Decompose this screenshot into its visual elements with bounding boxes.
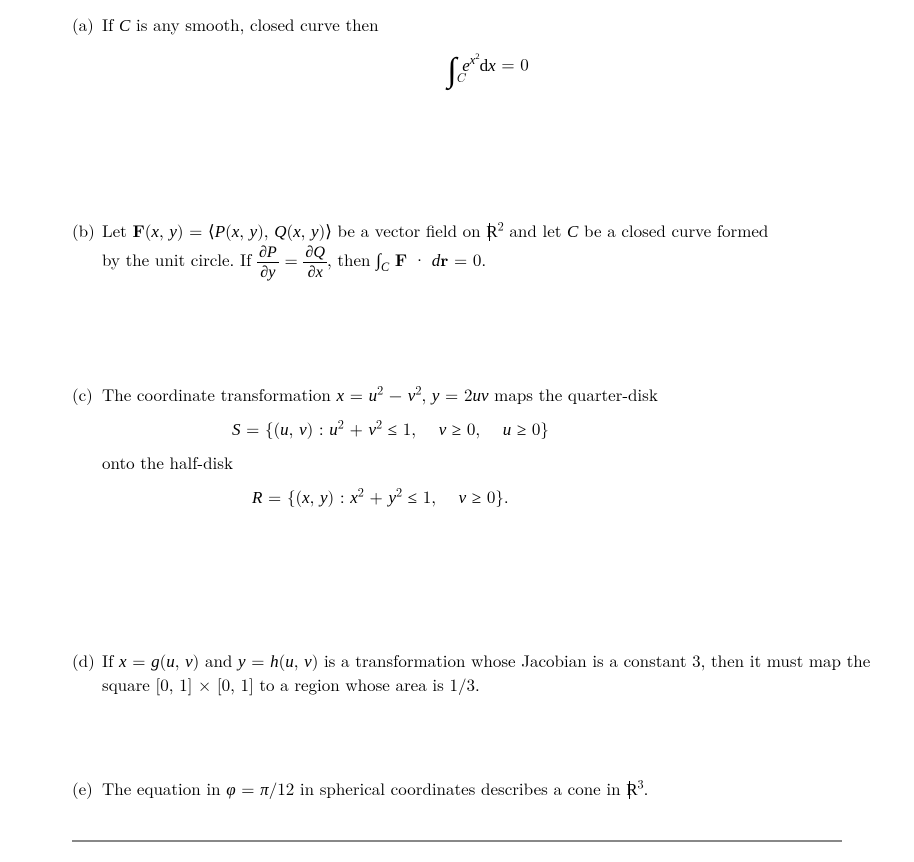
problem-b: (b) Let F(x, y) = ⟨P(x, y), Q(x, y)⟩ be …: [72, 218, 874, 282]
page: (a) If C is any smooth, closed curve the…: [0, 0, 914, 862]
problem-c-intro: The coordinate transformation x = u2 − v…: [102, 382, 658, 406]
problem-b-line1: Let F(x, y) = ⟨P(x, y), Q(x, y)⟩ be a ve…: [102, 218, 768, 242]
problem-c-setR: R = {(x, y) : x2 + y2 ≤ 1, v ≥ 0}.: [252, 484, 874, 508]
problem-c-mid: onto the half-disk: [102, 450, 874, 474]
bottom-rule: [72, 840, 842, 842]
problem-b-line2: by the unit circle. If ∂P∂y = ∂Q∂x, then…: [102, 247, 486, 271]
problem-e-body: The equation in φ = π/12 in spherical co…: [102, 776, 874, 800]
problem-d-text: If x = g(u, v) and y = h(u, v) is a tran…: [102, 648, 870, 696]
problem-a: (a) If C is any smooth, closed curve the…: [72, 12, 874, 98]
problem-c: (c) The coordinate transformation x = u2…: [72, 382, 874, 518]
problem-d-label: (d): [72, 648, 102, 696]
problem-a-label: (a): [72, 12, 102, 98]
problem-d-body: If x = g(u, v) and y = h(u, v) is a tran…: [102, 648, 874, 696]
problem-c-setS: S = {(u, v) : u2 + v2 ≤ 1, v ≥ 0, u ≥ 0}: [232, 416, 874, 440]
problem-a-text: If C is any smooth, closed curve then: [102, 12, 379, 36]
problem-c-body: The coordinate transformation x = u2 − v…: [102, 382, 874, 518]
problem-e-text: The equation in φ = π/12 in spherical co…: [102, 776, 648, 800]
problem-a-body: If C is any smooth, closed curve then ∫C…: [102, 12, 874, 98]
problem-b-label: (b): [72, 218, 102, 282]
problem-a-equation: ∫C ex2dx = 0: [102, 50, 874, 84]
problem-e-label: (e): [72, 776, 102, 800]
problem-e: (e) The equation in φ = π/12 in spherica…: [72, 776, 874, 800]
problem-d: (d) If x = g(u, v) and y = h(u, v) is a …: [72, 648, 874, 696]
problem-c-label: (c): [72, 382, 102, 518]
problem-b-body: Let F(x, y) = ⟨P(x, y), Q(x, y)⟩ be a ve…: [102, 218, 874, 282]
